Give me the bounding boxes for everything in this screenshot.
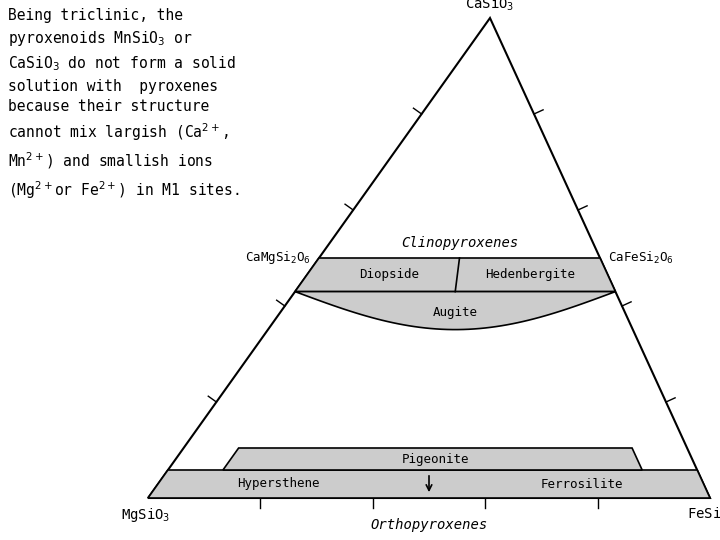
Text: Diopside: Diopside [359,268,419,281]
Text: Hedenbergite: Hedenbergite [485,268,575,281]
Text: Orthopyroxenes: Orthopyroxenes [370,518,487,532]
Text: CaFeSi$_2$O$_6$: CaFeSi$_2$O$_6$ [608,250,674,266]
Text: FeSiO$_3$: FeSiO$_3$ [688,506,720,523]
Text: CaSiO$_3$: CaSiO$_3$ [465,0,515,13]
Text: MgSiO$_3$: MgSiO$_3$ [122,506,171,524]
Text: Ferrosilite: Ferrosilite [541,477,624,490]
Polygon shape [148,470,710,498]
Text: Augite: Augite [433,306,478,319]
Text: Hypersthene: Hypersthene [237,477,320,490]
Text: Pigeonite: Pigeonite [402,453,469,465]
Polygon shape [295,292,616,329]
Text: CaMgSi$_2$O$_6$: CaMgSi$_2$O$_6$ [245,249,311,267]
Polygon shape [295,258,616,292]
Text: Being triclinic, the
pyroxenoids MnSiO$_3$ or
CaSiO$_3$ do not form a solid
solu: Being triclinic, the pyroxenoids MnSiO$_… [8,8,240,200]
Polygon shape [223,448,642,470]
Text: Clinopyroxenes: Clinopyroxenes [401,236,518,250]
